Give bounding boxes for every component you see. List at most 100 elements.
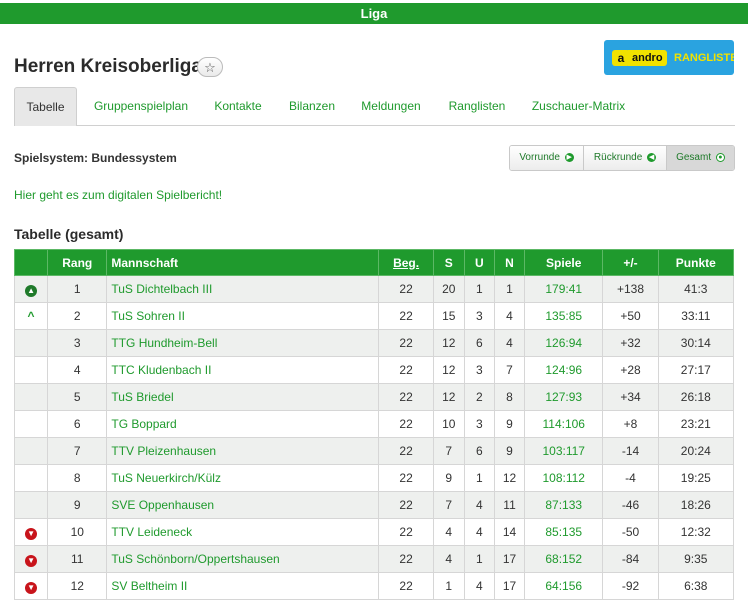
indicator-cell (13, 410, 49, 438)
table-header-row: Rang Mannschaft Beg. S U N Spiele +/- Pu… (13, 249, 735, 276)
points-cell: 6:38 (657, 572, 735, 600)
n-cell: 7 (493, 356, 526, 384)
col-u: U (463, 249, 495, 276)
games-link[interactable]: 127:93 (524, 383, 604, 411)
system-label: Spielsystem: Bundessystem (14, 151, 177, 165)
team-link[interactable]: TuS Briedel (106, 383, 380, 411)
s-cell: 20 (432, 275, 465, 303)
rueckrunde-label: Rückrunde (593, 152, 643, 163)
diff-cell: +32 (602, 329, 659, 357)
sponsor-brand: andro (628, 50, 667, 66)
points-cell: 20:24 (657, 437, 735, 465)
diff-cell: -46 (602, 491, 659, 519)
rank-cell: 7 (47, 437, 108, 465)
points-cell: 18:26 (657, 491, 735, 519)
rank-cell: 6 (47, 410, 108, 438)
s-cell: 4 (432, 518, 465, 546)
beg-cell: 22 (378, 302, 434, 330)
s-cell: 1 (432, 572, 465, 600)
col-indicator (13, 249, 49, 276)
table-row: 6 TG Boppard 22 10 3 9 114:106 +8 23:21 (13, 410, 735, 438)
page-title: Herren Kreisoberliga (14, 56, 202, 77)
indicator-cell (13, 329, 49, 357)
col-beg[interactable]: Beg. (378, 249, 434, 276)
tab-bilanzen[interactable]: Bilanzen (288, 99, 336, 113)
rueckrunde-button[interactable]: Rückrunde ◀ (584, 146, 667, 170)
indicator-cell: ▼ (13, 518, 49, 546)
s-cell: 15 (432, 302, 465, 330)
rank-cell: 1 (47, 275, 108, 303)
games-link[interactable]: 64:156 (524, 572, 604, 600)
beg-cell: 22 (378, 275, 434, 303)
indicator-cell (13, 491, 49, 519)
table-row: 9 SVE Oppenhausen 22 7 4 11 87:133 -46 18:26 (13, 491, 735, 519)
sponsor-logo[interactable]: a andro RANGLISTE (604, 40, 734, 75)
games-link[interactable]: 108:112 (524, 464, 604, 492)
sponsor-label: RANGLISTE (674, 52, 734, 64)
team-link[interactable]: TuS Sohren II (106, 302, 380, 330)
team-link[interactable]: TuS Neuerkirch/Külz (106, 464, 380, 492)
relegation-down-icon: ▼ (25, 527, 38, 540)
round-filter-group: Vorrunde ▶ Rückrunde ◀ Gesamt ● (509, 145, 735, 171)
s-cell: 7 (432, 491, 465, 519)
n-cell: 14 (493, 518, 526, 546)
tab-ranglisten[interactable]: Ranglisten (448, 99, 506, 113)
tab-tabelle[interactable]: Tabelle (14, 87, 77, 126)
games-link[interactable]: 85:135 (524, 518, 604, 546)
games-link[interactable]: 179:41 (524, 275, 604, 303)
tab-zuschauer-matrix[interactable]: Zuschauer-Matrix (531, 99, 626, 113)
favorite-button[interactable]: ☆ (197, 57, 223, 77)
col-mannschaft: Mannschaft (106, 249, 380, 276)
tab-kontakte[interactable]: Kontakte (214, 99, 262, 113)
points-cell: 26:18 (657, 383, 735, 411)
team-link[interactable]: TTG Hundheim-Bell (106, 329, 380, 357)
col-punkte: Punkte (657, 249, 735, 276)
games-link[interactable]: 126:94 (524, 329, 604, 357)
diff-cell: +50 (602, 302, 659, 330)
team-link[interactable]: TG Boppard (106, 410, 380, 438)
u-cell: 2 (463, 383, 495, 411)
indicator-cell: ▼ (13, 545, 49, 573)
games-link[interactable]: 103:117 (524, 437, 604, 465)
games-link[interactable]: 68:152 (524, 545, 604, 573)
team-link[interactable]: TTV Leideneck (106, 518, 380, 546)
table-row: 5 TuS Briedel 22 12 2 8 127:93 +34 26:18 (13, 383, 735, 411)
tab-gruppenspielplan[interactable]: Gruppenspielplan (93, 99, 189, 113)
games-link[interactable]: 135:85 (524, 302, 604, 330)
arrow-right-circle-icon: ▶ (564, 152, 574, 162)
games-link[interactable]: 87:133 (524, 491, 604, 519)
rank-cell: 4 (47, 356, 108, 384)
team-link[interactable]: TuS Dichtelbach III (106, 275, 380, 303)
gesamt-label: Gesamt (676, 152, 712, 163)
rank-cell: 5 (47, 383, 108, 411)
rank-cell: 3 (47, 329, 108, 357)
gesamt-button[interactable]: Gesamt ● (667, 146, 734, 170)
games-link[interactable]: 124:96 (524, 356, 604, 384)
team-link[interactable]: TTV Pleizenhausen (106, 437, 380, 465)
team-link[interactable]: SV Beltheim II (106, 572, 380, 600)
diff-cell: +8 (602, 410, 659, 438)
n-cell: 12 (493, 464, 526, 492)
table-row: 3 TTG Hundheim-Bell 22 12 6 4 126:94 +32 30:14 (13, 329, 735, 357)
beg-cell: 22 (378, 437, 434, 465)
vorrunde-button[interactable]: Vorrunde ▶ (510, 146, 584, 170)
u-cell: 3 (463, 356, 495, 384)
team-link[interactable]: TTC Kludenbach II (106, 356, 380, 384)
beg-cell: 22 (378, 383, 434, 411)
u-cell: 1 (463, 464, 495, 492)
indicator-cell: ▲ (13, 275, 49, 303)
team-link[interactable]: SVE Oppenhausen (106, 491, 380, 519)
diff-cell: +138 (602, 275, 659, 303)
s-cell: 10 (432, 410, 465, 438)
games-link[interactable]: 114:106 (524, 410, 604, 438)
beg-cell: 22 (378, 329, 434, 357)
n-cell: 17 (493, 545, 526, 573)
team-link[interactable]: TuS Schönborn/Oppertshausen (106, 545, 380, 573)
beg-cell: 22 (378, 572, 434, 600)
tab-meldungen[interactable]: Meldungen (361, 99, 421, 113)
match-report-link[interactable]: Hier geht es zum digitalen Spielbericht! (14, 188, 223, 202)
beg-cell: 22 (378, 464, 434, 492)
sponsor-badge: a (612, 50, 630, 66)
table-row: 4 TTC Kludenbach II 22 12 3 7 124:96 +28 27:17 (13, 356, 735, 384)
rank-cell: 10 (47, 518, 108, 546)
